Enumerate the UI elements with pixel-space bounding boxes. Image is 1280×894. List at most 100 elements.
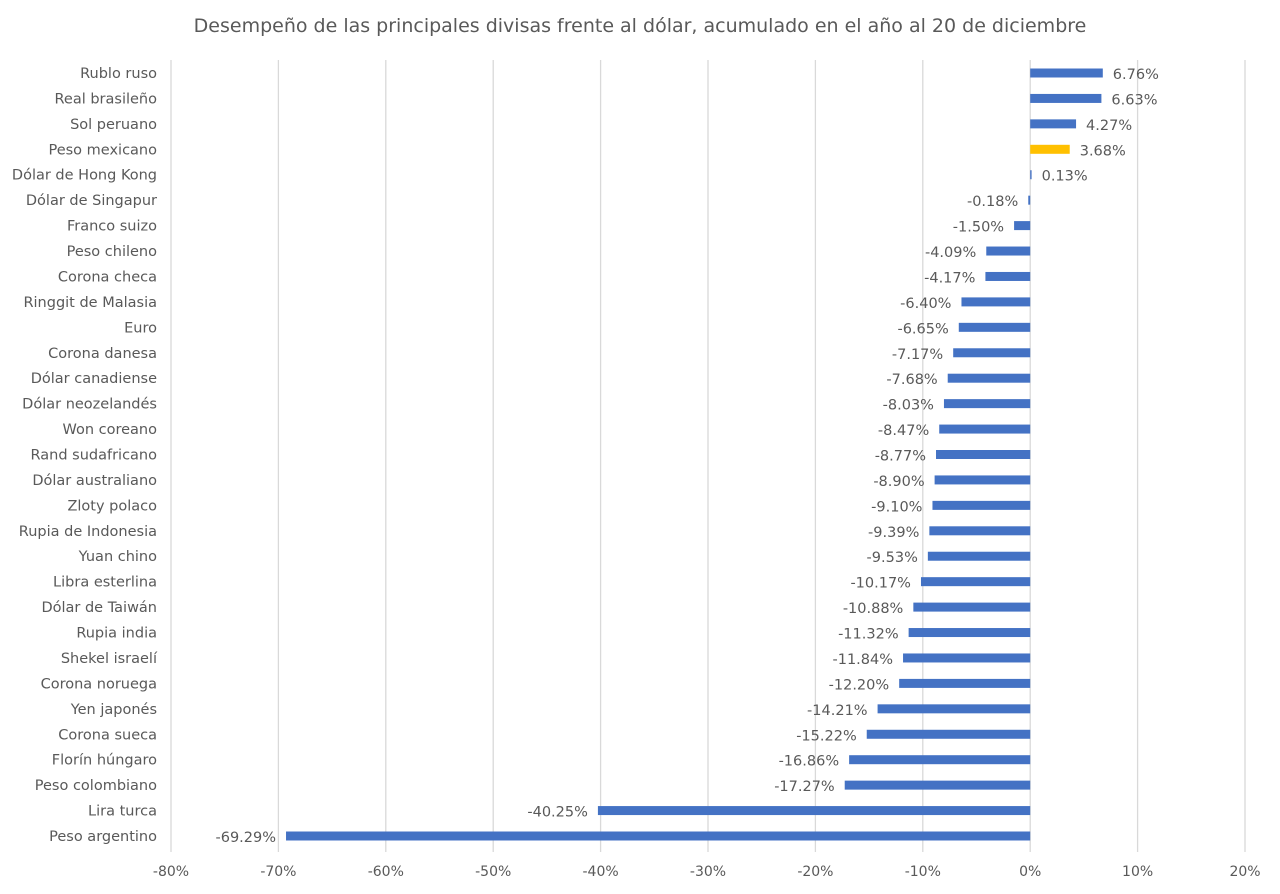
bar [936, 450, 1031, 459]
data-label: -4.17% [924, 270, 975, 286]
category-label: Yen japonés [70, 702, 157, 718]
category-label: Peso chileno [67, 244, 158, 260]
bar [1030, 93, 1102, 103]
data-label: 4.27% [1086, 118, 1132, 134]
data-label: -69.29% [215, 830, 276, 846]
data-label: -8.03% [883, 398, 934, 414]
category-label: Libra esterlina [53, 575, 157, 591]
x-tick-label: -80% [153, 864, 189, 880]
data-label: -40.25% [527, 805, 588, 821]
category-label: Zloty polaco [67, 498, 157, 514]
bar [947, 373, 1031, 383]
bar [985, 271, 1031, 281]
category-label: Rublo ruso [80, 66, 157, 82]
x-tick-label: -30% [690, 864, 726, 880]
category-label: Euro [124, 320, 157, 336]
x-tick-label: -40% [583, 864, 619, 880]
bar [844, 780, 1031, 790]
category-label: Corona sueca [58, 727, 157, 743]
category-label: Sol peruano [70, 117, 157, 133]
category-label: Peso mexicano [48, 142, 157, 158]
x-tick-label: 0% [1019, 864, 1041, 880]
data-label: -9.10% [871, 499, 922, 515]
x-tick-label: -20% [797, 864, 833, 880]
chart-title: Desempeño de las principales divisas fre… [194, 15, 1087, 37]
x-tick-label: -70% [260, 864, 296, 880]
category-label: Corona checa [58, 269, 157, 285]
data-label: -8.90% [873, 474, 924, 490]
data-label: -4.09% [925, 245, 976, 261]
bar [1014, 221, 1031, 231]
category-label: Won coreano [62, 422, 157, 438]
data-label: 0.13% [1042, 169, 1088, 185]
data-label: -14.21% [807, 703, 868, 719]
data-label: 3.68% [1080, 143, 1126, 159]
bar [939, 424, 1031, 434]
data-label: -7.68% [886, 372, 937, 388]
x-tick-label: 20% [1229, 864, 1260, 880]
x-tick-label: -10% [905, 864, 941, 880]
category-label: Dólar canadiense [31, 371, 157, 387]
category-label: Peso colombiano [35, 778, 157, 794]
data-label: -15.22% [796, 728, 857, 744]
data-label: -10.17% [850, 576, 911, 592]
bar [920, 577, 1031, 587]
bar [1030, 144, 1070, 154]
bar [899, 678, 1031, 688]
data-labels: 6.76% 6.63% 4.27% 3.68% 0.13% -0.18% -1.50% -4.… [215, 67, 1158, 846]
data-label: -6.40% [900, 296, 951, 312]
category-label: Florín húngaro [52, 753, 157, 769]
category-label: Dólar de Singapur [26, 193, 157, 209]
bar [1028, 195, 1031, 205]
bar [866, 729, 1031, 739]
bar [286, 831, 1031, 841]
data-label: -12.20% [829, 677, 890, 693]
category-label: Shekel israelí [61, 651, 158, 667]
category-labels: Rublo ruso Real brasileño Sol peruano Peso … [12, 66, 158, 845]
data-label: -17.27% [774, 779, 835, 795]
bar [877, 704, 1031, 714]
bar [849, 755, 1031, 765]
bar [1030, 170, 1032, 180]
category-label: Dólar neozelandés [22, 397, 157, 413]
data-label: -6.65% [897, 321, 948, 337]
x-tick-label: 10% [1122, 864, 1153, 880]
category-label: Dólar de Taiwán [41, 600, 157, 616]
x-tick-label: -50% [475, 864, 511, 880]
category-label: Rand sudafricano [31, 448, 158, 464]
category-label: Rupia de Indonesia [19, 524, 157, 540]
bar [986, 246, 1031, 256]
bar [913, 602, 1031, 612]
bar [961, 297, 1031, 307]
x-axis-ticks: -80% -70% -60% -50% -40% -30% -20% -10% 0% 10% 20% [153, 864, 1261, 880]
bar [929, 526, 1031, 536]
data-label: -16.86% [779, 754, 840, 770]
category-label: Peso argentino [49, 829, 157, 845]
bar [934, 475, 1031, 485]
data-label: -11.32% [838, 627, 899, 643]
data-label: -9.39% [868, 525, 919, 541]
data-label: 6.63% [1111, 92, 1157, 108]
category-label: Yuan chino [78, 549, 157, 565]
bar [903, 653, 1031, 663]
category-label: Real brasileño [54, 91, 157, 107]
data-label: -0.18% [967, 194, 1018, 210]
data-label: 6.76% [1113, 67, 1159, 83]
bars [286, 68, 1103, 841]
bar [953, 348, 1031, 358]
data-label: -8.47% [878, 423, 929, 439]
category-label: Corona danesa [48, 346, 157, 362]
bar [927, 551, 1031, 561]
bar [943, 399, 1031, 409]
bar [597, 806, 1031, 816]
bar [932, 500, 1031, 510]
data-label: -11.84% [833, 652, 894, 668]
data-label: -10.88% [843, 601, 904, 617]
category-label: Rupia india [76, 626, 157, 642]
category-label: Franco suizo [67, 219, 157, 235]
data-label: -8.77% [875, 449, 926, 465]
category-label: Dólar australiano [32, 473, 157, 489]
category-label: Dólar de Hong Kong [12, 168, 157, 184]
category-label: Ringgit de Malasia [23, 295, 157, 311]
data-label: -9.53% [867, 550, 918, 566]
